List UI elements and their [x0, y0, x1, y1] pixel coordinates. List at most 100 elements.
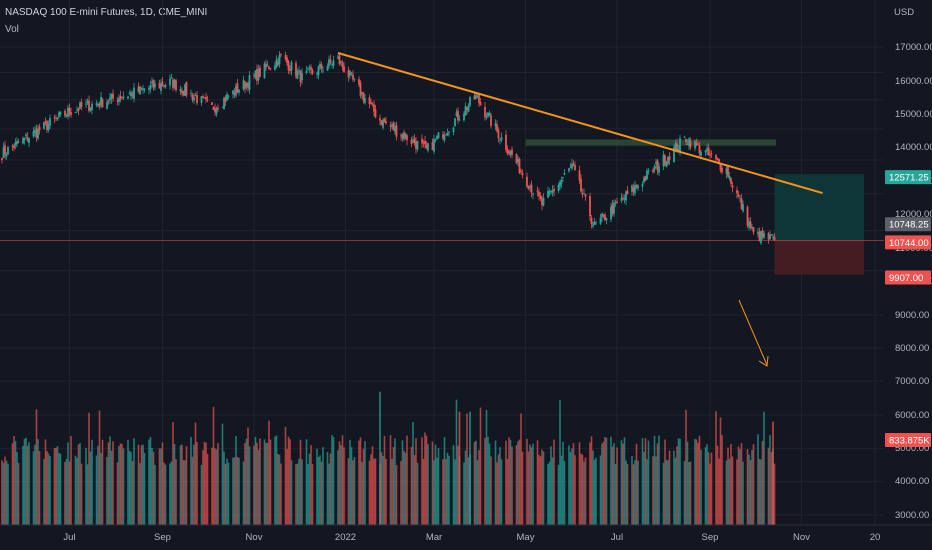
volume-bar	[706, 444, 708, 525]
trendline[interactable]	[337, 52, 823, 195]
candle	[694, 139, 696, 152]
candle-body	[569, 166, 572, 168]
volume-bar	[7, 463, 9, 525]
volume-bar	[664, 439, 666, 525]
candle-body	[463, 113, 465, 121]
volume-bar	[17, 463, 20, 525]
volume-indicator-label[interactable]: Vol	[5, 24, 19, 35]
candle	[194, 92, 197, 97]
candle	[496, 120, 498, 133]
volume-bar	[464, 450, 467, 525]
volume-bar	[322, 447, 324, 525]
candle	[331, 62, 333, 69]
candle-body	[170, 77, 173, 79]
target-price-tag-text: 12571.25	[889, 173, 929, 184]
candle	[620, 193, 623, 204]
candle	[568, 167, 570, 173]
candle	[67, 104, 69, 120]
candle	[748, 217, 750, 231]
candle	[508, 149, 510, 156]
candle-body	[91, 103, 93, 111]
candle	[169, 74, 171, 90]
volume-bar	[452, 445, 455, 525]
candle-body	[737, 194, 740, 197]
volume-bar	[119, 443, 122, 525]
candle	[248, 70, 251, 95]
candle-body	[278, 54, 281, 65]
candle-body	[412, 139, 414, 142]
candle	[110, 93, 113, 105]
candle	[118, 94, 120, 106]
volume-bar	[236, 456, 239, 525]
candle	[548, 188, 551, 197]
entry-price-tag[interactable]: 10744.00	[885, 235, 931, 250]
candle	[542, 193, 545, 207]
volume-bar	[635, 443, 638, 525]
volume-bar	[433, 460, 435, 525]
candle-body	[725, 168, 728, 174]
volume-bar	[89, 451, 92, 525]
candle	[527, 185, 530, 190]
candle	[757, 227, 759, 238]
volume-bar	[353, 457, 356, 525]
candle-body	[25, 134, 27, 137]
candle-body	[589, 196, 591, 217]
price-axis[interactable]: USD17000.0016000.0015000.0014000.0013000…	[884, 0, 932, 525]
candle-body	[683, 136, 686, 138]
target-price-tag[interactable]: 12571.25	[885, 170, 931, 185]
price-axis-label: 15000.00	[895, 109, 932, 120]
symbol-title[interactable]: NASDAQ 100 E-mini Futures, 1D, CME_MINI	[5, 7, 208, 18]
candle	[646, 168, 648, 180]
candle-body	[557, 184, 560, 191]
volume-bar	[634, 460, 636, 525]
candle	[746, 205, 749, 229]
volume-bar	[259, 438, 261, 525]
candle	[217, 104, 219, 112]
volume-bar	[541, 449, 543, 525]
candle-body	[185, 82, 188, 96]
volume-bar	[631, 456, 633, 525]
volume-bar	[217, 443, 219, 525]
candle-body	[637, 185, 639, 189]
volume-bar	[626, 464, 629, 525]
candle-body	[317, 66, 320, 76]
volume-tag[interactable]: 833.875K	[885, 433, 931, 447]
candle-body	[11, 146, 14, 148]
volume-bar	[379, 391, 381, 525]
projection-arrow[interactable]	[738, 299, 768, 366]
price-axis-label: 17000.00	[895, 42, 932, 53]
candle	[100, 92, 102, 109]
candle-body	[677, 148, 680, 151]
candle-body	[338, 55, 341, 64]
current-price-tag[interactable]: 10748.25	[885, 217, 931, 232]
candle	[53, 114, 56, 123]
volume-bar	[424, 432, 426, 525]
candle	[500, 132, 503, 143]
time-axis[interactable]: Jul Sep Nov 2022 Mar May Jul Sep Nov 20	[0, 524, 932, 550]
candle-body	[148, 88, 150, 90]
candle-body	[326, 66, 329, 71]
candle-body	[22, 138, 24, 144]
volume-bar	[404, 452, 407, 525]
candle-body	[625, 191, 627, 201]
candle	[632, 183, 635, 196]
candle-body	[509, 151, 512, 156]
volume-bar	[721, 435, 723, 525]
candle	[599, 213, 602, 226]
candle	[497, 127, 500, 143]
volume-tag-text: 833.875K	[889, 436, 930, 447]
volume-bar	[76, 457, 78, 525]
volume-bar	[443, 437, 446, 525]
stop-price-tag[interactable]: 9907.00	[885, 270, 931, 285]
candle	[274, 61, 276, 72]
candle	[643, 175, 645, 185]
volume-bar	[311, 464, 314, 525]
drawings[interactable]	[337, 52, 823, 367]
candle-body	[248, 75, 251, 90]
candle-body	[445, 134, 447, 136]
candle-body	[568, 168, 570, 172]
candle-body	[704, 150, 707, 153]
volume-bar	[623, 437, 626, 525]
volume-bar	[152, 451, 155, 525]
